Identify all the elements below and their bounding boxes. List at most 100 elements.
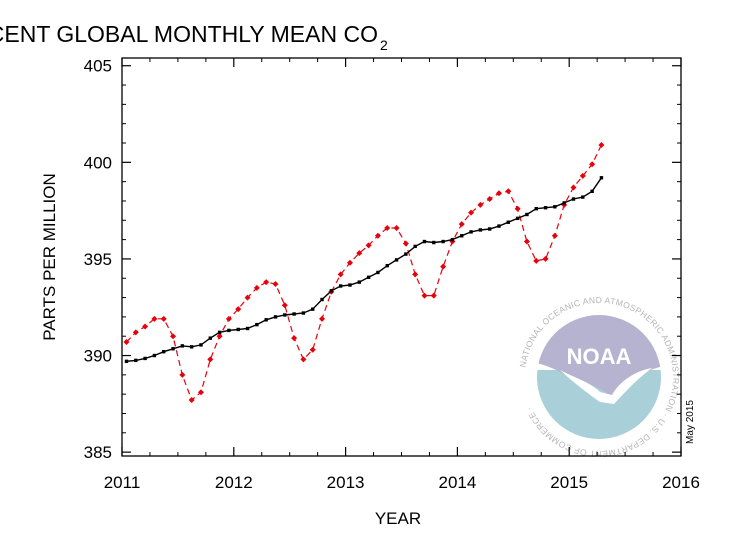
data-point: [506, 220, 511, 224]
data-point: [151, 315, 158, 322]
data-point: [534, 206, 538, 211]
data-point: [300, 356, 307, 363]
data-point: [404, 252, 408, 256]
data-point: [570, 184, 577, 191]
data-point: [171, 347, 175, 351]
data-point: [263, 279, 270, 286]
data-point: [385, 263, 389, 268]
data-point: [208, 336, 212, 340]
data-point: [356, 250, 363, 257]
data-point: [346, 259, 353, 266]
series-line: [126, 144, 602, 402]
y-tick-label: 385: [84, 443, 112, 462]
x-axis-label: YEAR: [375, 509, 421, 528]
data-point: [292, 312, 296, 316]
data-point: [571, 197, 576, 201]
data-point: [421, 292, 428, 299]
data-point: [225, 315, 232, 322]
series-monthly-mean: [123, 141, 605, 403]
data-point: [497, 224, 501, 228]
data-point: [579, 172, 586, 179]
data-point: [124, 359, 129, 364]
data-point: [337, 271, 344, 278]
data-point: [283, 313, 287, 317]
data-point: [430, 292, 437, 299]
data-point: [365, 242, 372, 249]
data-point: [253, 284, 260, 291]
data-point: [132, 329, 139, 336]
data-point: [357, 280, 361, 284]
data-point: [366, 275, 371, 279]
data-point: [227, 328, 231, 333]
series-line: [126, 177, 602, 362]
data-point: [599, 176, 604, 180]
data-point: [543, 206, 548, 210]
data-point: [207, 356, 214, 363]
data-point: [598, 141, 605, 148]
data-point: [478, 228, 483, 232]
data-point: [412, 271, 419, 278]
data-point: [348, 283, 352, 287]
x-tick-label: 2016: [662, 473, 700, 492]
data-point: [402, 240, 409, 247]
data-point: [245, 326, 250, 331]
data-point: [179, 371, 186, 378]
noaa-logo: NATIONAL OCEANIC AND ATMOSPHERIC ADMINIS…: [515, 293, 683, 461]
data-point: [589, 161, 596, 168]
x-tick-label: 2011: [104, 473, 141, 492]
data-point: [188, 396, 195, 403]
data-point: [495, 190, 502, 197]
x-tick-label: 2012: [215, 473, 253, 492]
data-point: [189, 345, 194, 349]
data-point: [311, 307, 315, 311]
data-point: [394, 258, 399, 262]
data-point: [272, 281, 279, 288]
data-point: [533, 257, 540, 264]
y-tick-label: 400: [84, 153, 112, 172]
data-point: [273, 315, 278, 319]
logo-name: NOAA: [567, 344, 632, 369]
data-point: [374, 232, 381, 239]
data-point: [320, 297, 324, 302]
data-point: [376, 270, 380, 275]
data-point: [551, 232, 558, 239]
data-point: [160, 315, 167, 322]
data-point: [384, 225, 391, 232]
data-point: [450, 237, 455, 242]
data-point: [515, 216, 520, 221]
data-point: [264, 318, 268, 322]
data-point: [199, 343, 203, 347]
data-point: [460, 234, 464, 238]
data-point: [432, 240, 436, 245]
data-point: [134, 358, 138, 363]
data-point: [562, 201, 566, 205]
x-tick-label: 2015: [550, 473, 588, 492]
data-point: [441, 239, 445, 244]
data-point: [180, 344, 185, 348]
logo-gull-icon: [560, 368, 652, 404]
data-point: [162, 349, 166, 354]
data-point: [152, 353, 157, 358]
data-point: [143, 356, 147, 361]
data-point: [469, 230, 473, 234]
series-trend: [124, 176, 604, 364]
chart-title-subscript: 2: [380, 37, 388, 53]
data-point: [514, 205, 521, 212]
data-point: [487, 227, 492, 231]
data-point: [338, 284, 343, 288]
data-point: [525, 212, 529, 217]
data-point: [553, 205, 557, 209]
data-point: [142, 323, 149, 330]
data-point: [422, 239, 427, 244]
date-note: May 2015: [685, 400, 696, 444]
data-point: [309, 346, 316, 353]
x-tick-label: 2014: [438, 473, 476, 492]
data-point: [542, 255, 549, 262]
data-point: [523, 238, 530, 245]
data-point: [301, 311, 306, 315]
data-point: [486, 196, 493, 203]
data-point: [217, 330, 222, 335]
data-point: [468, 209, 475, 216]
x-tick-label: 2013: [327, 473, 365, 492]
